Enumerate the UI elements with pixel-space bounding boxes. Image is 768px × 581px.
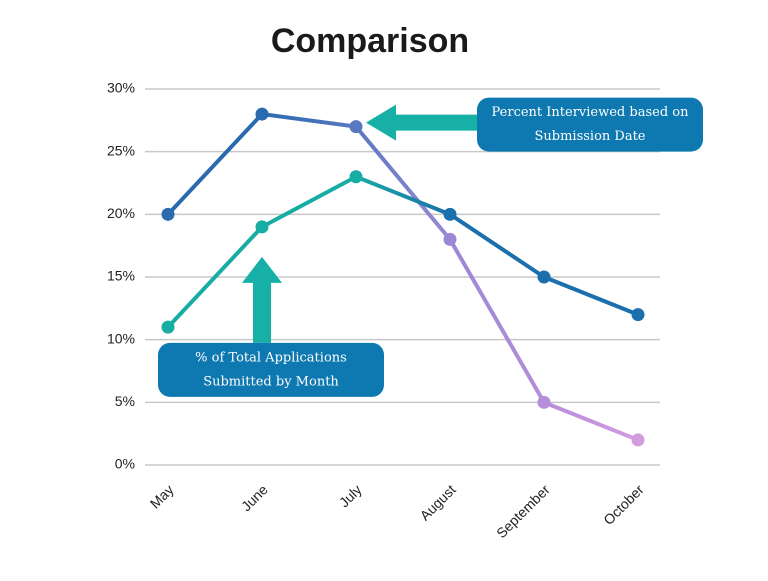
y-tick-label: 30% [107,80,135,96]
data-point [537,395,551,409]
x-tick-label: September [493,481,553,541]
annotation-text: Percent Interviewed based on [492,105,690,120]
y-tick-label: 10% [107,330,135,346]
chart-title: Comparison [271,22,469,60]
x-tick-label: June [238,481,271,514]
x-tick-label: August [417,481,459,523]
y-tick-label: 15% [107,268,135,284]
annotation-text: Submission Date [534,129,645,144]
data-point [631,433,645,447]
data-point [631,308,645,322]
data-point [255,220,269,234]
data-point [255,107,269,121]
data-point [537,270,551,284]
data-point [443,207,457,221]
y-tick-label: 25% [107,142,135,158]
data-point [161,320,175,334]
series-line [166,174,639,329]
data-point [349,120,363,134]
x-tick-label: May [147,481,177,511]
data-point [349,170,363,184]
annotation-box [477,97,703,152]
annotation-box [158,342,384,397]
annotation-text: % of Total Applications [195,350,347,365]
annotation-text: Submitted by Month [203,374,339,389]
y-tick-label: 0% [115,456,135,472]
y-tick-label: 5% [115,393,135,409]
data-point [443,232,457,246]
x-tick-label: July [336,481,365,510]
annotation-arrow [242,256,282,343]
annotation-arrow [366,104,477,141]
y-tick-label: 20% [107,205,135,221]
x-tick-label: October [600,481,647,528]
data-point [161,207,175,221]
series-line [166,112,639,442]
